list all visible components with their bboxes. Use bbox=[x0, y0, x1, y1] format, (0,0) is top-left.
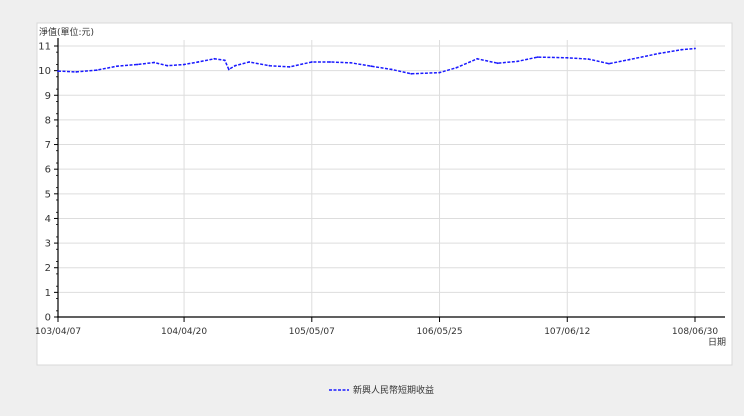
data-point bbox=[268, 64, 271, 67]
data-point bbox=[390, 68, 393, 71]
axes: 0 1 2 3 4 5 6 7 8 9 10 11 103/04/07 104/04/20 105/05/0… bbox=[35, 38, 725, 337]
data-point bbox=[213, 57, 216, 60]
y-tick-label: 11 bbox=[38, 42, 51, 53]
data-point bbox=[536, 56, 539, 58]
data-point bbox=[223, 59, 226, 62]
data-point bbox=[476, 57, 479, 60]
data-point bbox=[566, 56, 569, 59]
y-tick-label: 5 bbox=[45, 189, 51, 200]
y-tick-label: 9 bbox=[45, 91, 51, 102]
y-tick-label: 6 bbox=[45, 165, 51, 176]
data-point bbox=[166, 64, 169, 67]
x-tick-label: 103/04/07 bbox=[35, 327, 81, 337]
x-tick-label: 108/06/30 bbox=[672, 327, 718, 337]
data-point bbox=[694, 47, 696, 50]
y-tick-label: 2 bbox=[45, 263, 51, 274]
x-tick-label: 104/04/20 bbox=[161, 327, 207, 337]
data-point bbox=[438, 71, 441, 74]
data-point bbox=[658, 52, 661, 55]
data-point bbox=[310, 61, 313, 63]
data-point bbox=[410, 72, 413, 75]
y-tick-label: 0 bbox=[45, 313, 51, 324]
data-point bbox=[628, 58, 631, 61]
data-point bbox=[57, 70, 59, 72]
legend-label: 新興人民幣短期收益 bbox=[353, 384, 434, 396]
data-point bbox=[349, 61, 352, 64]
x-tick-label: 105/05/07 bbox=[289, 327, 335, 337]
data-point bbox=[370, 65, 373, 68]
data-point bbox=[455, 66, 458, 69]
data-point bbox=[116, 65, 118, 68]
data-point bbox=[288, 66, 291, 68]
y-tick-label: 8 bbox=[45, 115, 51, 126]
data-point bbox=[197, 61, 200, 63]
data-point bbox=[517, 60, 519, 63]
data-point bbox=[234, 64, 237, 67]
y-tick-label: 3 bbox=[45, 239, 51, 250]
data-point bbox=[248, 61, 251, 63]
data-point bbox=[75, 71, 78, 73]
gridlines bbox=[58, 40, 725, 317]
x-tick-label: 107/06/12 bbox=[544, 327, 590, 337]
data-point bbox=[608, 62, 610, 65]
series-layer bbox=[57, 47, 696, 75]
y-tick-label: 1 bbox=[45, 288, 51, 299]
data-point bbox=[587, 58, 590, 60]
series-line[interactable] bbox=[57, 47, 696, 75]
data-point bbox=[680, 48, 683, 51]
data-point bbox=[496, 62, 499, 65]
y-axis-label: 淨值(單位:元) bbox=[39, 26, 94, 38]
y-tick-label: 10 bbox=[38, 66, 51, 77]
data-point bbox=[329, 61, 331, 63]
data-point bbox=[153, 61, 156, 64]
legend[interactable]: 新興人民幣短期收益 bbox=[329, 384, 434, 396]
data-point bbox=[183, 63, 186, 66]
y-tick-label: 4 bbox=[45, 214, 51, 225]
x-tick-label: 106/05/25 bbox=[416, 327, 462, 337]
x-axis-label: 日期 bbox=[708, 337, 726, 348]
data-point bbox=[95, 69, 98, 71]
data-point bbox=[227, 68, 230, 71]
y-tick-label: 7 bbox=[45, 140, 51, 151]
data-point bbox=[136, 63, 139, 66]
